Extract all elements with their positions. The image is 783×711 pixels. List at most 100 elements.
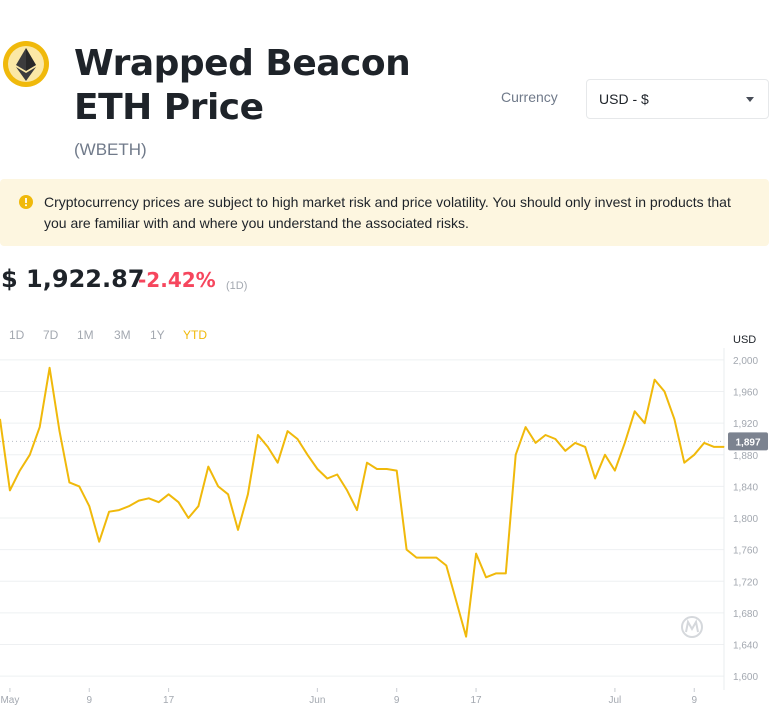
- price-change: -2.42%: [138, 268, 216, 292]
- title-line-1: Wrapped Beacon: [74, 43, 411, 84]
- price-series-line: [0, 366, 724, 638]
- ethereum-logo-icon: [3, 41, 49, 87]
- page-title: Wrapped Beacon ETH Price: [74, 42, 411, 130]
- price-point: [406, 549, 408, 551]
- y-tick-label: 2,000: [733, 356, 758, 367]
- price-point: [653, 379, 656, 381]
- price-point: [366, 462, 368, 464]
- exclamation-circle-icon: [19, 195, 33, 209]
- price-point: [336, 473, 338, 476]
- coinmarketcap-watermark-icon: [681, 616, 703, 638]
- y-tick-label: 1,680: [733, 609, 758, 620]
- price-point: [78, 485, 80, 487]
- x-tick-label: May: [0, 695, 19, 706]
- y-tick-label: 1,840: [733, 482, 758, 493]
- currency-select-value: USD - $: [599, 91, 649, 107]
- price-point: [415, 556, 418, 559]
- price-point: [396, 469, 398, 472]
- price-point: [306, 454, 309, 456]
- price-point: [594, 477, 596, 480]
- price-point: [534, 442, 537, 444]
- price-point: [316, 468, 318, 470]
- title-line-2: ETH Price: [74, 87, 264, 128]
- price-point: [287, 430, 289, 432]
- range-tab-1d[interactable]: 1D: [9, 328, 25, 342]
- price-point: [564, 450, 566, 452]
- price-point: [237, 529, 239, 531]
- price-point: [88, 505, 90, 507]
- current-price: $ 1,922.87: [1, 265, 145, 293]
- price-point: [0, 418, 1, 420]
- price-point: [713, 446, 715, 448]
- price-point: [485, 576, 487, 578]
- price-point: [634, 410, 636, 412]
- price-point: [525, 426, 527, 428]
- price-point: [663, 390, 666, 393]
- price-point: [703, 442, 705, 444]
- price-point: [584, 446, 586, 448]
- price-point: [168, 493, 170, 495]
- risk-warning-banner: [0, 179, 769, 246]
- price-point: [505, 572, 507, 574]
- price-point: [296, 438, 299, 440]
- price-chart[interactable]: 2,000 1,960 1,920 1,880 1,840 1,800 1,760 1,720…: [0, 330, 783, 711]
- price-point: [207, 466, 209, 468]
- price-point: [475, 553, 477, 555]
- price-point: [544, 434, 547, 436]
- range-tab-1y[interactable]: 1Y: [150, 328, 165, 342]
- price-point: [187, 517, 190, 519]
- price-point: [9, 489, 11, 491]
- price-point: [624, 442, 626, 444]
- x-tick-label: 9: [394, 695, 400, 706]
- currency-select[interactable]: USD - $: [586, 79, 769, 119]
- x-tick-label: 17: [163, 695, 175, 706]
- price-point: [277, 462, 279, 464]
- x-tick-label: Jul: [609, 695, 622, 706]
- price-point: [128, 505, 130, 507]
- caret-down-icon: [746, 97, 754, 102]
- price-point: [227, 493, 229, 495]
- price-point: [158, 501, 160, 503]
- range-tab-7d[interactable]: 7D: [43, 328, 59, 342]
- x-tick-label: 9: [86, 695, 92, 706]
- range-tab-3m[interactable]: 3M: [114, 328, 131, 342]
- y-axis-unit-label: USD: [733, 334, 756, 346]
- y-tick-label: 1,920: [733, 419, 758, 430]
- price-point: [29, 454, 31, 456]
- coin-symbol: (WBETH): [74, 140, 147, 159]
- price-point: [604, 454, 606, 456]
- x-tick-label: 9: [691, 695, 697, 706]
- price-point: [197, 505, 199, 507]
- price-point: [445, 564, 447, 567]
- price-point: [217, 485, 219, 487]
- x-tick-label: Jun: [309, 695, 325, 706]
- current-price-badge: [728, 432, 768, 451]
- price-point: [39, 426, 41, 428]
- price-point: [723, 446, 725, 448]
- price-point: [138, 500, 140, 502]
- current-price-badge-label: 1,897: [735, 437, 760, 448]
- price-point: [683, 462, 685, 464]
- price-point: [455, 600, 457, 602]
- risk-warning-text: Cryptocurrency prices are subject to hig…: [44, 194, 731, 231]
- price-point: [48, 367, 51, 369]
- price-point: [98, 541, 100, 543]
- y-tick-label: 1,880: [733, 451, 758, 462]
- range-tab-1m[interactable]: 1M: [77, 328, 94, 342]
- price-point: [693, 454, 695, 456]
- y-tick-label: 1,640: [733, 641, 758, 652]
- range-tab-ytd[interactable]: YTD: [183, 328, 207, 342]
- price-point: [148, 497, 150, 499]
- price-point: [19, 469, 21, 472]
- price-point: [68, 481, 71, 484]
- price-point: [644, 422, 646, 424]
- price-point: [435, 556, 437, 559]
- price-point: [673, 418, 676, 420]
- price-point: [376, 468, 378, 470]
- price-point: [108, 511, 110, 513]
- price-point: [515, 454, 517, 456]
- price-point: [425, 556, 428, 559]
- price-point: [386, 468, 388, 470]
- price-point: [177, 501, 180, 503]
- price-point: [356, 509, 358, 511]
